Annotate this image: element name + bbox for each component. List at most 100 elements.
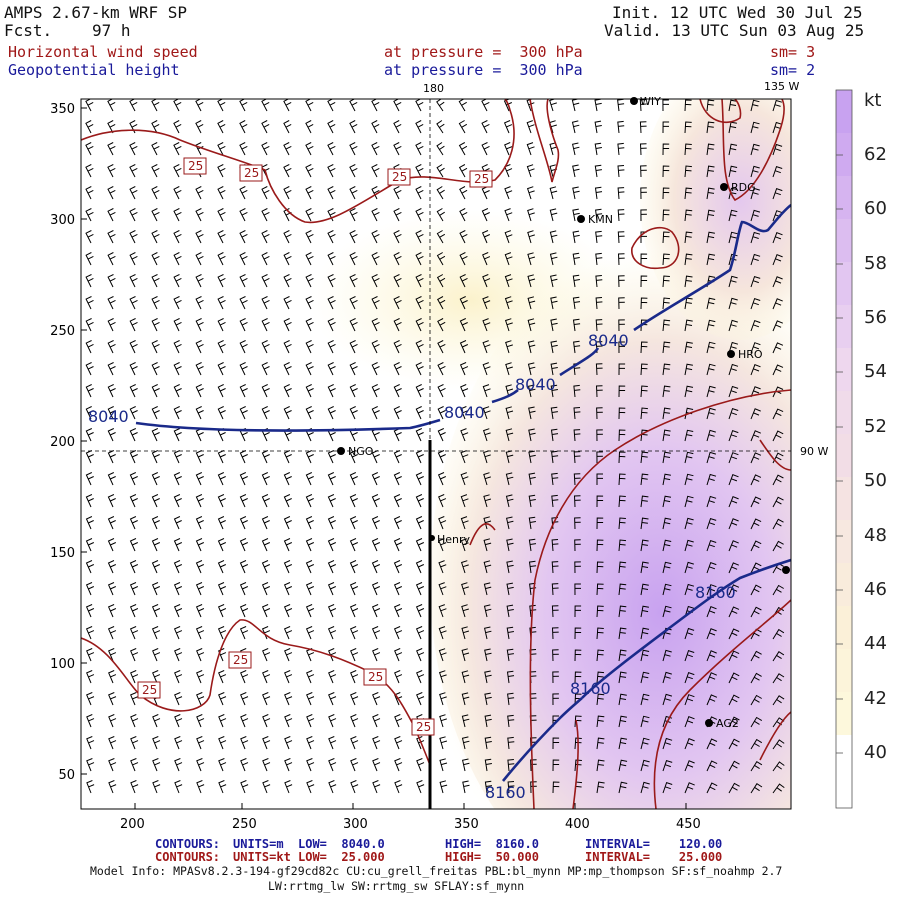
wind-barb	[507, 736, 515, 750]
wind-barb	[218, 780, 227, 794]
wind-barb	[506, 538, 514, 552]
wind-barb	[684, 363, 693, 376]
wind-barb	[151, 494, 160, 508]
wind-barb	[173, 494, 182, 508]
wind-barb	[617, 231, 625, 244]
wind-barb	[750, 408, 761, 420]
wind-barb	[439, 736, 448, 750]
wind-barb	[618, 759, 628, 772]
wind-barb	[640, 209, 647, 222]
wind-barb	[173, 538, 183, 552]
wind-barb	[596, 781, 605, 794]
wind-barb	[415, 296, 424, 310]
wind-barb	[305, 340, 314, 354]
wind-barb	[261, 186, 270, 200]
wind-barb	[550, 340, 558, 354]
wind-barb	[506, 560, 514, 574]
wind-barb	[173, 406, 182, 420]
wind-barb	[393, 274, 402, 288]
wind-barb	[261, 472, 270, 486]
wind-barb	[306, 670, 315, 684]
wind-barb	[173, 472, 182, 486]
wind-barb	[684, 495, 694, 508]
wind-barb	[662, 693, 673, 706]
jet-core-shading	[430, 250, 791, 809]
svg-text:200: 200	[120, 817, 145, 832]
wind-barb	[459, 230, 468, 244]
wind-barb	[261, 560, 271, 574]
wind-barb	[129, 230, 138, 244]
wind-barb	[218, 714, 227, 728]
wind-barb	[349, 494, 358, 508]
wind-barb	[284, 758, 293, 772]
wind-barb	[283, 252, 292, 266]
wind-barb	[640, 451, 649, 464]
wind-barb	[196, 736, 205, 750]
wind-barb	[706, 782, 718, 794]
wind-barb	[85, 472, 94, 486]
wind-barb	[551, 472, 559, 486]
wind-barb	[195, 362, 204, 376]
wind-barb	[107, 406, 116, 420]
wind-barb	[195, 186, 204, 200]
wind-barb	[462, 780, 470, 794]
wind-barb	[305, 252, 314, 266]
wind-barb	[750, 518, 762, 530]
wind-barb	[415, 626, 425, 640]
wind-barb	[107, 516, 116, 530]
wind-barb	[596, 671, 605, 684]
wind-barb	[86, 692, 95, 706]
wind-barb	[173, 274, 182, 288]
wind-barb	[550, 318, 558, 332]
wind-barb	[283, 582, 293, 596]
wind-barb	[350, 648, 359, 662]
wind-barb	[129, 274, 138, 288]
footer-speed-contours: CONTOURS:	[155, 850, 221, 864]
wind-barb	[218, 692, 227, 706]
wind-barb	[728, 452, 739, 464]
wind-barb	[728, 650, 740, 662]
wind-barb	[728, 209, 738, 222]
wind-barb	[349, 384, 358, 398]
wind-barb	[371, 560, 381, 574]
wind-barb	[506, 604, 514, 618]
wind-barb	[728, 429, 739, 442]
wind-barb	[129, 186, 138, 200]
wind-barb	[239, 362, 248, 376]
wind-barb	[217, 208, 226, 222]
wind-barb	[438, 516, 447, 530]
wind-barb	[640, 473, 649, 486]
wind-barb	[151, 538, 161, 552]
wind-barb	[438, 582, 447, 596]
wind-barb	[573, 384, 581, 398]
wind-barb	[151, 560, 161, 574]
wind-barb	[706, 209, 715, 222]
wind-barb	[617, 99, 625, 112]
wind-barb	[460, 450, 469, 464]
wind-barb	[596, 759, 605, 772]
wind-barb	[640, 275, 648, 288]
wind-barb	[484, 692, 492, 706]
wind-barb	[196, 758, 205, 772]
wind-barb	[640, 297, 648, 310]
wind-barb	[350, 670, 359, 684]
wind-barb	[371, 406, 380, 420]
wind-barb	[728, 474, 739, 486]
wind-barb	[596, 407, 603, 420]
wind-barb	[107, 274, 116, 288]
wind-barb	[305, 516, 314, 530]
wind-barb	[129, 296, 138, 310]
station-ngo-marker	[337, 447, 345, 455]
wind-barb	[640, 407, 648, 420]
wind-barb	[261, 296, 270, 310]
svg-text:300: 300	[343, 817, 368, 832]
svg-text:25: 25	[233, 653, 248, 667]
wind-barb	[728, 562, 739, 574]
wind-barb	[728, 341, 739, 354]
wind-barb	[151, 626, 161, 640]
wind-barb	[262, 780, 271, 794]
wind-barb	[728, 407, 739, 420]
wind-barb	[129, 604, 139, 618]
svg-text:400: 400	[565, 817, 590, 832]
wind-barb	[393, 208, 402, 222]
